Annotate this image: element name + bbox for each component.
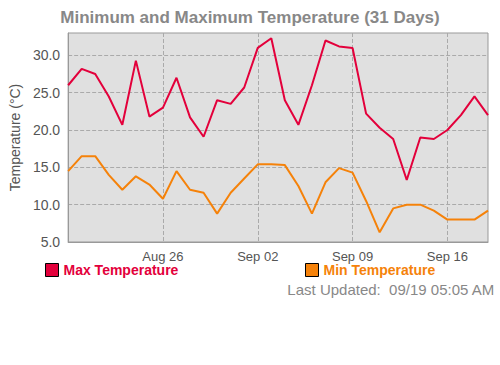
svg-text:5.0: 5.0 bbox=[41, 234, 61, 250]
svg-text:Max Temperature: Max Temperature bbox=[64, 262, 179, 278]
svg-text:Temperature (°C): Temperature (°C) bbox=[7, 84, 23, 192]
svg-text:Min Temperature: Min Temperature bbox=[324, 262, 436, 278]
svg-text:Last Updated: 09/19 05:05 AM: Last Updated: 09/19 05:05 AM bbox=[287, 281, 494, 298]
svg-text:25.0: 25.0 bbox=[33, 85, 60, 101]
svg-text:Sep 16: Sep 16 bbox=[426, 249, 468, 264]
svg-text:Sep 02: Sep 02 bbox=[237, 249, 278, 264]
svg-text:10.0: 10.0 bbox=[33, 197, 60, 213]
svg-text:20.0: 20.0 bbox=[33, 122, 60, 138]
svg-text:Minimum and Maximum Temperatur: Minimum and Maximum Temperature (31 Days… bbox=[60, 8, 439, 27]
svg-text:15.0: 15.0 bbox=[33, 159, 60, 175]
svg-text:Sep 09: Sep 09 bbox=[332, 249, 374, 264]
svg-text:30.0: 30.0 bbox=[33, 47, 60, 63]
svg-text:Aug 26: Aug 26 bbox=[142, 249, 184, 264]
